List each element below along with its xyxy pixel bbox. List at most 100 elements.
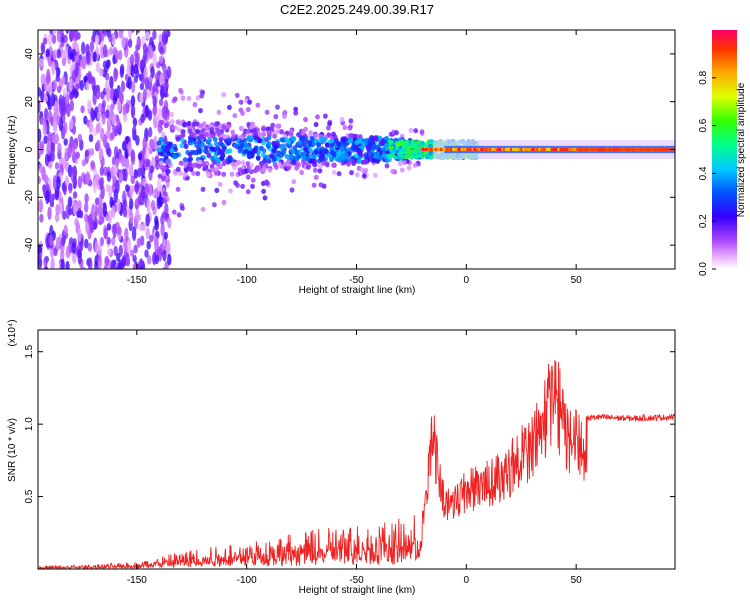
spectrogram-cell [101, 112, 106, 125]
spectrogram-cell [326, 125, 331, 131]
spectrogram-cell [56, 67, 61, 77]
spectrogram-cell [39, 213, 44, 223]
spectrogram-cell [88, 120, 94, 134]
spectrogram-cell [94, 173, 100, 184]
spectrogram-cell [200, 186, 206, 192]
spectrogram-cell [373, 135, 379, 141]
spectrogram-cell [39, 58, 44, 67]
spectrogram-cell [65, 260, 70, 269]
spectrogram-cell [286, 139, 292, 145]
spectrogram-cell [255, 102, 261, 108]
spectrogram-cell [52, 49, 58, 61]
spectrogram-cell [159, 73, 164, 86]
spectrogram-cell [56, 176, 61, 190]
spectrogram-cell [52, 30, 57, 35]
spectrogram-cell [221, 161, 227, 167]
snr-x-tick-label: 0 [464, 575, 470, 586]
spectrogram-cell [264, 154, 270, 160]
spectrogram-cell [38, 250, 41, 266]
spectrogram-cell [53, 247, 58, 257]
spectrogram-cell [77, 227, 82, 243]
spectrogram-cell [60, 258, 65, 269]
spectrogram-cell [336, 141, 341, 147]
spectrogram-cell [367, 139, 373, 145]
spectrogram-cell [351, 160, 357, 166]
spectrogram-cell [343, 152, 349, 158]
spectrogram-x-tick-label: 0 [464, 275, 470, 286]
spectrogram-cell [39, 140, 45, 149]
spectrogram-cell [55, 236, 61, 252]
spectrogram-cell [60, 30, 65, 33]
snr-y-tick-label: 1.0 [24, 417, 35, 431]
spectrogram-cell [217, 181, 223, 187]
spectrogram-cell [302, 151, 308, 157]
spectrogram-cell [351, 146, 356, 152]
spectrogram-cell [293, 106, 299, 112]
spectrogram-cell [128, 188, 134, 197]
spectrogram-cell [113, 245, 118, 256]
spectrogram-cell [156, 245, 161, 257]
spectrogram-cell [76, 210, 81, 218]
spectrogram-cell [357, 150, 363, 157]
spectrogram-cell [117, 226, 122, 236]
spectrogram-cell [199, 93, 205, 99]
spectrogram-cell [132, 263, 137, 269]
spectrogram-cell [340, 136, 346, 142]
spectrogram-cell [290, 148, 295, 154]
spectrogram-cell [268, 153, 274, 159]
spectrogram-cell [179, 143, 185, 149]
colorbar-tick-label: 0.6 [698, 118, 709, 132]
spectrogram-cell [50, 92, 56, 107]
spectrogram-cell [227, 158, 233, 164]
spectrogram-cell [100, 216, 105, 224]
spectrogram-cell [419, 129, 425, 135]
spectrogram-cell [61, 75, 66, 85]
spectrogram-cell [108, 35, 113, 43]
spectrogram-cell [79, 79, 85, 91]
spectrogram-cell [261, 131, 267, 137]
spectrogram-cell [115, 179, 120, 194]
spectrogram-cell [167, 217, 172, 229]
spectrogram-x-label: Height of straight line (km) [299, 285, 416, 296]
spectrogram-cell [62, 87, 68, 98]
spectrogram-cell [110, 131, 115, 140]
spectrogram-cell [215, 145, 221, 151]
spectrogram-cell [88, 133, 94, 143]
spectrogram-cell [136, 30, 141, 34]
spectrogram-cell [56, 48, 61, 59]
spectrogram-cell [360, 145, 365, 151]
spectrogram-cell [348, 133, 353, 139]
spectrogram-cell [50, 257, 55, 269]
spectrogram-cell [261, 126, 266, 132]
spectrogram-cell [94, 260, 99, 269]
spectrogram-cell [318, 182, 324, 188]
spectrogram-cell [120, 30, 125, 33]
spectrogram-cell [188, 137, 194, 143]
spectrogram-cell [380, 147, 386, 153]
spectrogram-cell [68, 78, 73, 93]
spectrogram-cell [354, 172, 360, 178]
spectrogram-cell [300, 129, 306, 135]
spectrogram-cell [97, 255, 103, 269]
spectrogram-cell [318, 136, 324, 142]
spectrogram-cell [145, 31, 150, 40]
spectrogram-cell [324, 148, 329, 154]
spectrogram-cell [71, 242, 76, 254]
spectrogram-cell [141, 222, 147, 232]
spectrogram-cell [261, 166, 267, 172]
spectrogram-cell [186, 157, 192, 163]
spectrogram-cell [62, 210, 67, 220]
spectrogram-cell [115, 158, 120, 166]
spectrogram-cell [169, 118, 175, 125]
spectrogram-cell [291, 179, 297, 185]
spectrogram-cell [175, 119, 181, 125]
spectrogram-cell [169, 111, 175, 118]
spectrogram-cell [65, 245, 71, 259]
spectrogram-cell [113, 165, 118, 175]
spectrogram-cell [414, 154, 420, 159]
spectrogram-cell [213, 141, 219, 147]
colorbar-tick-label: 0.4 [698, 166, 709, 180]
spectrogram-cell [149, 234, 154, 243]
spectrogram-cell [106, 171, 112, 182]
spectrogram-cell [195, 128, 200, 134]
